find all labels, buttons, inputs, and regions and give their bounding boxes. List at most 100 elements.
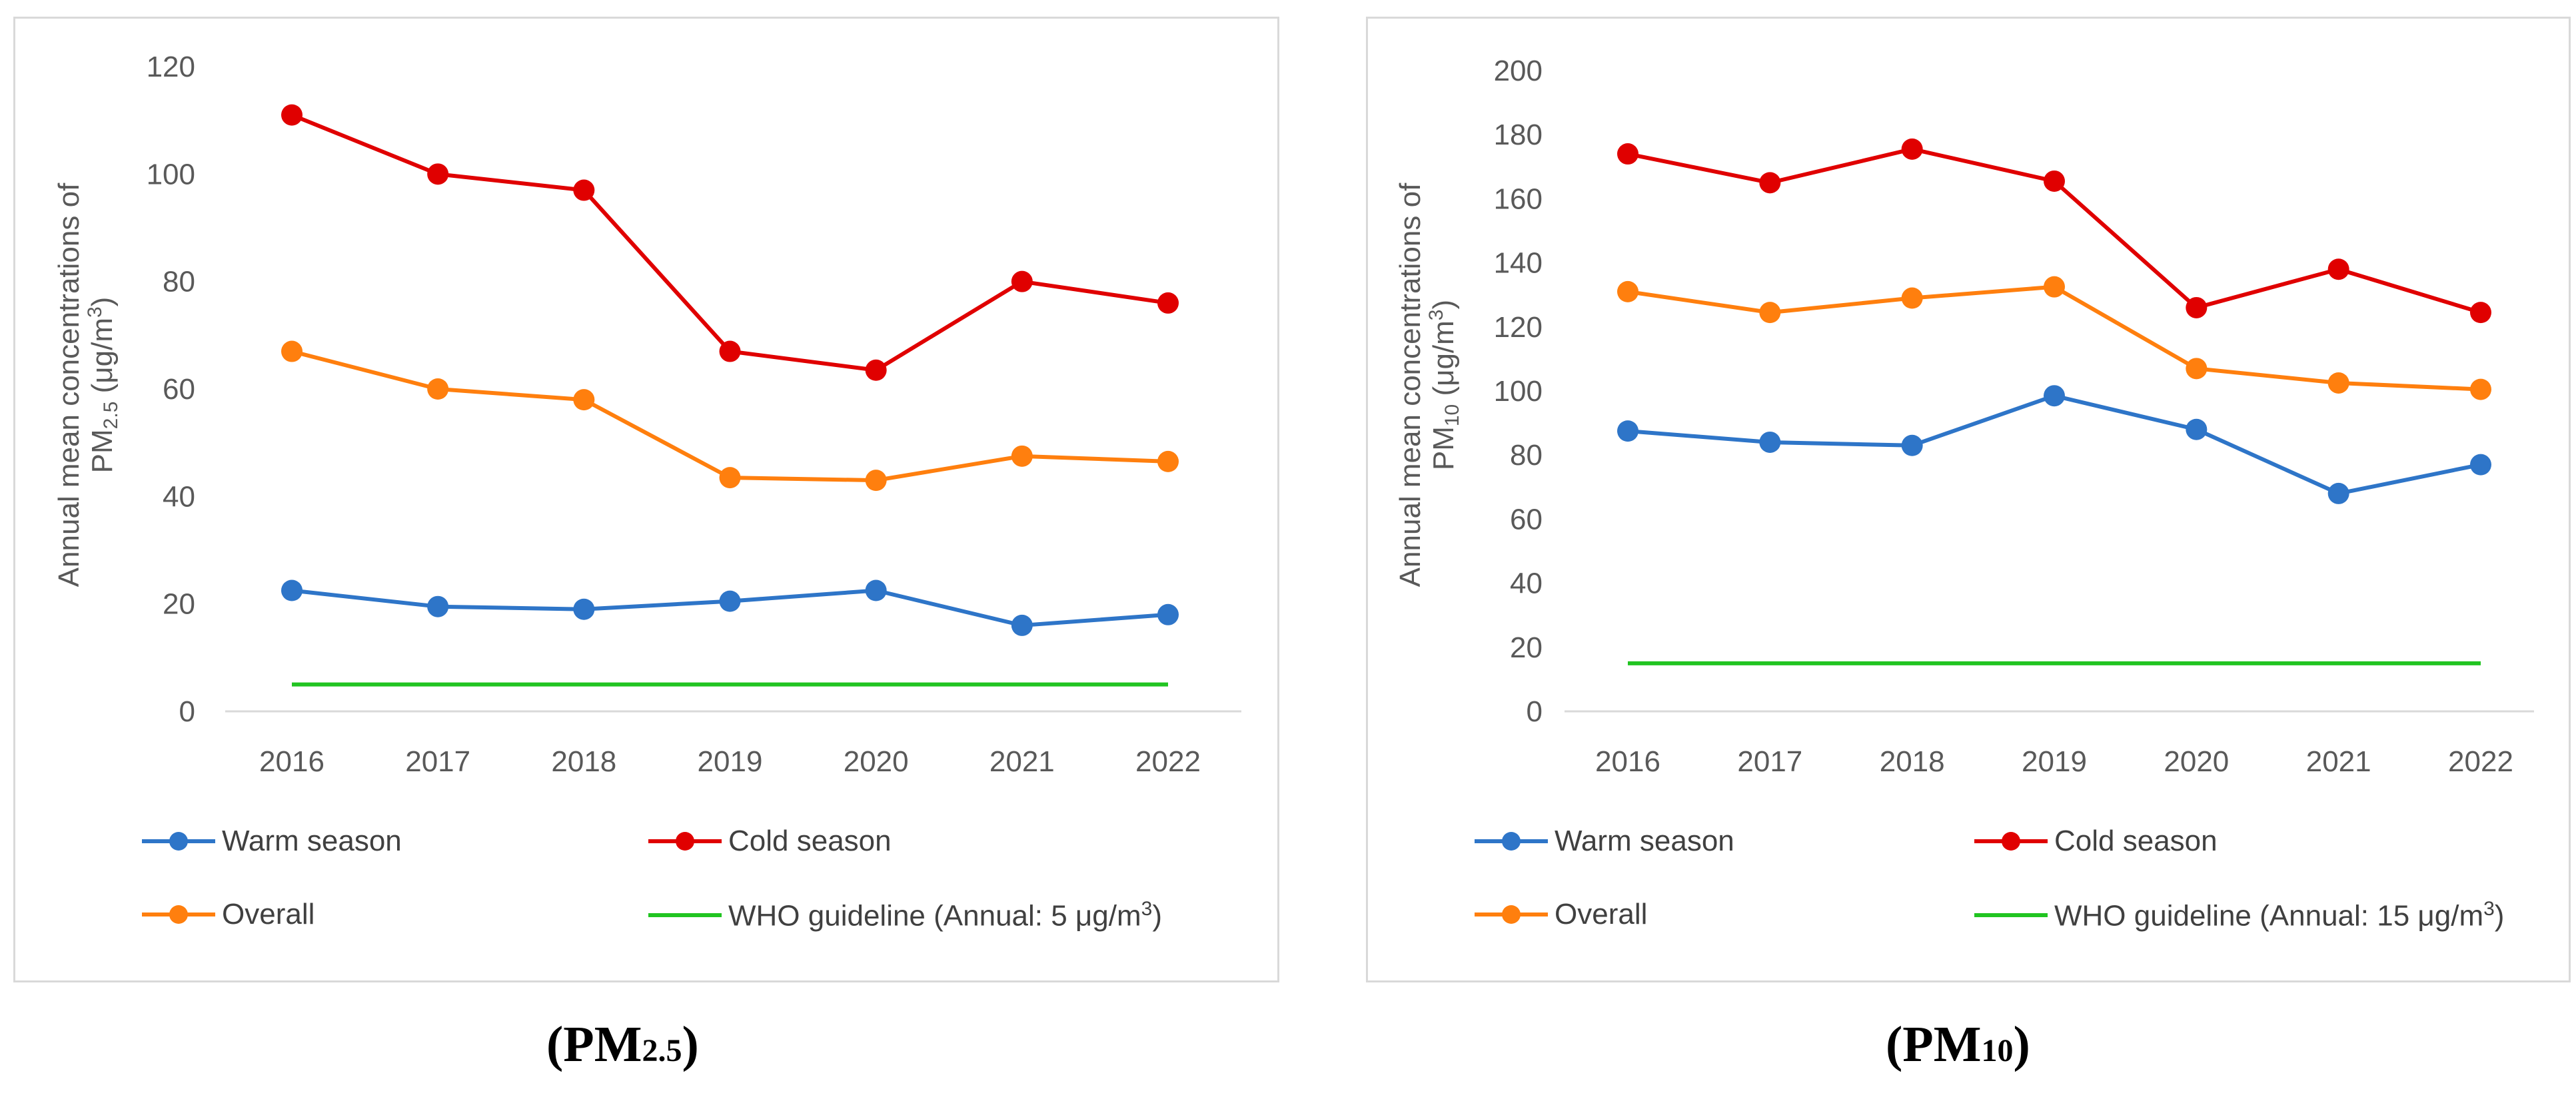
pm10-y-tick-label: 120 (1494, 311, 1543, 344)
pm25-series-2-point (1157, 450, 1179, 472)
pm10-x-tick-label: 2021 (2306, 745, 2371, 778)
pm10-series-0-point (2044, 385, 2065, 407)
pm10-chart-panel: 0 20 40 60 80 100 120 140 160 180 200 2016 2017 2018… (1366, 17, 2571, 982)
pm25-series-0-point (865, 579, 887, 601)
pm25-x-tick-label: 2016 (259, 745, 324, 778)
pm10-series-1-point (1901, 138, 1923, 160)
pm10-series-2-point (1901, 287, 1923, 309)
pm10-y-tick-label: 40 (1510, 567, 1543, 600)
pm25-y-tick-label: 20 (163, 588, 195, 621)
legend-marker-warm (142, 832, 215, 851)
pm10-y-tick-label: 140 (1494, 247, 1543, 280)
pm10-series-0-point (1617, 420, 1638, 442)
pm25-series-line-2 (291, 349, 1169, 483)
pm10-x-tick-label: 2017 (1737, 745, 1802, 778)
legend-item-who: WHO guideline (Annual: 5 μg/m3) (648, 898, 1162, 933)
pm25-chart-panel: 0 20 40 60 80 100 120 2016 2017 2018 2019 2020 2021… (13, 17, 1279, 982)
legend-marker-overall (142, 905, 215, 924)
pm10-series-1-point (1617, 143, 1638, 165)
pm25-y-tick-label: 40 (163, 480, 195, 513)
legend-item-cold-season: Cold season (1974, 825, 2218, 858)
pm10-series-line-2 (1627, 284, 2481, 392)
legend-item-who: WHO guideline (Annual: 15 μg/m3) (1974, 898, 2504, 933)
pm25-series-0-point (281, 579, 303, 601)
pm25-series-2-point (865, 470, 887, 492)
pm10-series-2-point (2327, 372, 2349, 394)
legend-label-cold: Cold season (728, 825, 892, 857)
pm10-x-tick-label: 2016 (1595, 745, 1660, 778)
pm25-y-tick-label: 80 (163, 266, 195, 298)
pm25-series-2-point (573, 389, 595, 411)
pm10-series-1-point (2327, 258, 2349, 280)
pm25-series-0-point (719, 590, 741, 612)
legend-label-who: WHO guideline (Annual: 15 μg/m3) (2054, 898, 2505, 932)
pm10-series-0-point (2327, 482, 2349, 504)
pm10-x-tick-label: 2018 (1880, 745, 1945, 778)
pm25-caption: (PM2.5) (546, 1016, 699, 1072)
pm25-series-0-point (427, 595, 449, 617)
pm25-y-tick-label: 120 (147, 51, 195, 83)
pm25-series-2-point (719, 467, 741, 489)
pm10-series-2-point (2044, 276, 2065, 298)
legend-label-cold: Cold season (2054, 825, 2218, 857)
pm25-y-tick-label: 100 (147, 158, 195, 190)
pm10-series-1-point (2470, 302, 2491, 324)
legend-marker-overall (1475, 905, 1548, 924)
pm10-series-1-point (1759, 172, 1781, 194)
legend-label-who: WHO guideline (Annual: 5 μg/m3) (728, 898, 1162, 932)
pm10-y-tick-label: 20 (1510, 631, 1543, 664)
pm10-series-1-point (2186, 296, 2208, 318)
pm25-x-tick-label: 2017 (405, 745, 470, 778)
legend-marker-warm (1475, 832, 1548, 851)
legend-label-warm: Warm season (1555, 825, 1734, 857)
pm25-y-axis-label-line1: Annual mean concentrations of (53, 182, 85, 587)
legend-item-warm-season: Warm season (1475, 825, 1734, 858)
pm10-x-tick-label: 2020 (2164, 745, 2229, 778)
pm25-series-0-point (1157, 603, 1179, 625)
pm25-x-tick-label: 2019 (698, 745, 763, 778)
pm25-series-2-point (427, 378, 449, 400)
pm25-series-1-point (719, 340, 741, 362)
pm25-x-tick-label: 2021 (989, 745, 1055, 778)
pm10-caption: (PM10) (1886, 1016, 2030, 1072)
pm10-y-tick-label: 0 (1527, 695, 1543, 728)
pm25-series-1-point (281, 104, 303, 126)
pm25-series-1-point (1011, 270, 1033, 292)
pm25-series-2-point (1011, 445, 1033, 467)
pm25-y-axis-label-line2: PM2.5 (μg/m3) (84, 297, 122, 474)
pm10-x-tick-label: 2019 (2022, 745, 2087, 778)
pm10-series-2-point (1617, 280, 1638, 302)
legend-item-overall: Overall (142, 898, 315, 931)
pm25-series-2-point (281, 340, 303, 362)
legend-item-overall: Overall (1475, 898, 1647, 931)
pm10-series-0-point (2186, 418, 2208, 440)
legend-item-warm-season: Warm season (142, 825, 402, 858)
pm25-series-1-point (427, 163, 449, 185)
pm25-series-1-point (573, 179, 595, 201)
pm10-series-2-point (1759, 302, 1781, 324)
pm10-y-axis-label-line1: Annual mean concentrations of (1394, 182, 1427, 587)
pm10-chart-svg: 0 20 40 60 80 100 120 140 160 180 200 2016 2017 2018… (1394, 55, 2534, 778)
legend-marker-who (1974, 913, 2048, 918)
pm10-series-0-point (2470, 454, 2491, 476)
pm10-series-0-point (1759, 431, 1781, 453)
pm10-y-tick-label: 160 (1494, 182, 1543, 215)
legend-marker-cold (1974, 832, 2048, 851)
pm10-y-tick-label: 80 (1510, 439, 1543, 472)
legend-label-overall: Overall (1555, 898, 1648, 930)
pm10-y-tick-label: 100 (1494, 375, 1543, 408)
pm10-series-line-0 (1627, 394, 2481, 496)
pm10-y-tick-label: 60 (1510, 503, 1543, 536)
legend-label-warm: Warm season (222, 825, 402, 857)
pm25-series-0-point (573, 598, 595, 620)
pm25-chart-svg: 0 20 40 60 80 100 120 2016 2017 2018 2019 2020 2021… (53, 51, 1241, 778)
pm10-y-axis-label-line2: PM10 (μg/m3) (1425, 300, 1463, 470)
pm10-series-0-point (1901, 434, 1923, 456)
legend-item-cold-season: Cold season (648, 825, 892, 858)
pm25-y-tick-label: 0 (179, 695, 195, 728)
legend-label-overall: Overall (222, 898, 315, 930)
pm10-series-2-point (2186, 358, 2208, 380)
pm10-y-tick-label: 180 (1494, 119, 1543, 151)
pm10-series-1-point (2044, 170, 2065, 192)
pm25-series-0-point (1011, 614, 1033, 636)
